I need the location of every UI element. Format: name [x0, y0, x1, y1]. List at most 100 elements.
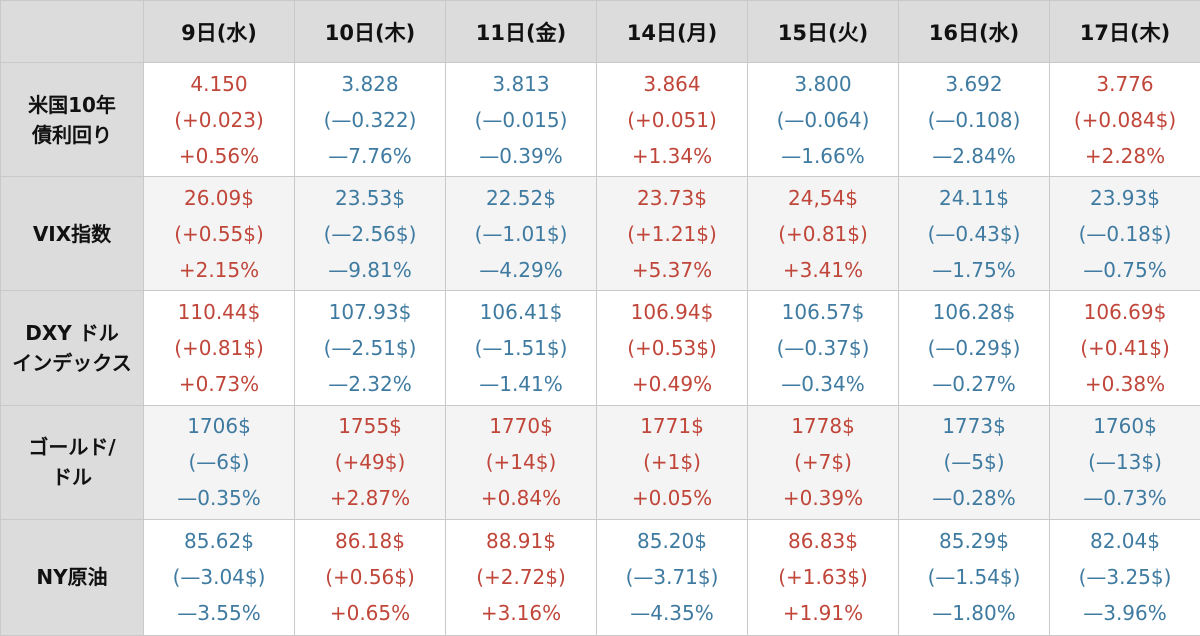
value-cell: 1771$ (+1$) +0.05%	[596, 404, 748, 520]
price-value: 86.83$	[788, 529, 858, 554]
percent-change: +0.65%	[329, 601, 411, 626]
percent-change: +0.38%	[1084, 371, 1166, 396]
price-value: 23.73$	[637, 185, 707, 210]
value-cell: 3.776 (+0.084$) +2.28%	[1049, 61, 1200, 178]
change-value: (+0.55$)	[174, 221, 264, 246]
value-cell: 23.93$ (—0.18$) —0.75%	[1049, 176, 1200, 292]
value-cell: 106.41$ (—1.51$) —1.41%	[445, 290, 597, 406]
value-cell: 1755$ (+49$) +2.87%	[294, 404, 446, 520]
price-value: 85.20$	[637, 529, 707, 554]
value-cell: 86.83$ (+1.63$) +1.91%	[747, 518, 899, 636]
value-cell: 82.04$ (—3.25$) —3.96%	[1049, 518, 1200, 636]
change-value: (+1.21$)	[627, 221, 717, 246]
change-value: (—0.322)	[323, 107, 417, 132]
row-label-line: ドル	[52, 465, 92, 490]
change-value: (—0.37$)	[776, 335, 870, 360]
percent-change: —2.84%	[932, 143, 1016, 168]
table-row: DXY ドル インデックス 110.44$ (+0.81$) +0.73% 107.93$…	[0, 290, 1200, 406]
percent-change: +3.16%	[480, 601, 562, 626]
value-cell: 85.29$ (—1.54$) —1.80%	[898, 518, 1050, 636]
percent-change: —4.29%	[479, 257, 563, 282]
change-value: (—2.56$)	[323, 221, 417, 246]
change-value: (—3.71$)	[625, 565, 719, 590]
change-value: (—0.18$)	[1078, 221, 1172, 246]
percent-change: —0.75%	[1083, 257, 1167, 282]
price-value: 106.69$	[1083, 299, 1167, 324]
percent-change: +0.73%	[178, 371, 260, 396]
change-value: (—0.064)	[776, 107, 870, 132]
price-value: 1706$	[187, 414, 251, 439]
date-header: 10日(木)	[294, 0, 446, 63]
percent-change: +5.37%	[631, 257, 713, 282]
percent-change: —0.34%	[781, 371, 865, 396]
percent-change: +0.05%	[631, 486, 713, 511]
percent-change: —0.28%	[932, 486, 1016, 511]
change-value: (+0.81$)	[778, 221, 868, 246]
price-value: 26.09$	[184, 185, 254, 210]
change-value: (—0.29$)	[927, 335, 1021, 360]
date-header: 11日(金)	[445, 0, 597, 63]
row-label-line: VIX指数	[32, 221, 112, 246]
price-value: 24,54$	[788, 185, 858, 210]
change-value: (—1.01$)	[474, 221, 568, 246]
change-value: (—3.04$)	[172, 565, 266, 590]
price-value: 1760$	[1093, 414, 1157, 439]
change-value: (—1.51$)	[474, 335, 568, 360]
change-value: (+0.084$)	[1073, 107, 1177, 132]
price-value: 3.800	[794, 71, 852, 96]
value-cell: 24.11$ (—0.43$) —1.75%	[898, 176, 1050, 292]
price-value: 4.150	[190, 71, 248, 96]
price-value: 106.28$	[932, 299, 1016, 324]
price-value: 85.62$	[184, 529, 254, 554]
price-value: 85.29$	[939, 529, 1009, 554]
value-cell: 110.44$ (+0.81$) +0.73%	[143, 290, 295, 406]
table-row: 米国10年 債利回り 4.150 (+0.023) +0.56% 3.828 (—0.322…	[0, 61, 1200, 178]
date-header: 17日(木)	[1049, 0, 1200, 63]
value-cell: 24,54$ (+0.81$) +3.41%	[747, 176, 899, 292]
percent-change: —0.35%	[177, 486, 261, 511]
value-cell: 3.692 (—0.108) —2.84%	[898, 61, 1050, 178]
change-value: (+0.41$)	[1080, 335, 1170, 360]
percent-change: —1.41%	[479, 371, 563, 396]
value-cell: 3.800 (—0.064) —1.66%	[747, 61, 899, 178]
price-value: 23.93$	[1090, 185, 1160, 210]
change-value: (+0.53$)	[627, 335, 717, 360]
percent-change: +1.34%	[631, 143, 713, 168]
change-value: (+7$)	[794, 450, 852, 475]
change-value: (—1.54$)	[927, 565, 1021, 590]
price-value: 3.864	[643, 71, 701, 96]
value-cell: 88.91$ (+2.72$) +3.16%	[445, 518, 597, 636]
price-value: 110.44$	[177, 299, 261, 324]
price-value: 1778$	[791, 414, 855, 439]
change-value: (+14$)	[485, 450, 557, 475]
percent-change: +3.41%	[782, 257, 864, 282]
value-cell: 22.52$ (—1.01$) —4.29%	[445, 176, 597, 292]
row-label-line: インデックス	[12, 350, 132, 375]
value-cell: 3.828 (—0.322) —7.76%	[294, 61, 446, 178]
change-value: (—0.015)	[474, 107, 568, 132]
change-value: (—6$)	[188, 450, 250, 475]
price-value: 1755$	[338, 414, 402, 439]
price-value: 106.57$	[781, 299, 865, 324]
price-value: 3.692	[945, 71, 1003, 96]
change-value: (+1$)	[643, 450, 701, 475]
percent-change: +2.87%	[329, 486, 411, 511]
percent-change: +0.49%	[631, 371, 713, 396]
percent-change: —1.66%	[781, 143, 865, 168]
price-value: 107.93$	[328, 299, 412, 324]
change-value: (—13$)	[1088, 450, 1162, 475]
date-header: 15日(火)	[747, 0, 899, 63]
change-value: (+49$)	[334, 450, 406, 475]
row-label-line: NY原油	[36, 565, 108, 590]
value-cell: 106.94$ (+0.53$) +0.49%	[596, 290, 748, 406]
value-cell: 1706$ (—6$) —0.35%	[143, 404, 295, 520]
date-header: 9日(水)	[143, 0, 295, 63]
price-value: 106.41$	[479, 299, 563, 324]
value-cell: 1773$ (—5$) —0.28%	[898, 404, 1050, 520]
value-cell: 23.53$ (—2.56$) —9.81%	[294, 176, 446, 292]
percent-change: —0.27%	[932, 371, 1016, 396]
price-value: 1771$	[640, 414, 704, 439]
percent-change: —1.75%	[932, 257, 1016, 282]
change-value: (+0.81$)	[174, 335, 264, 360]
header-row: 9日(水) 10日(木) 11日(金) 14日(月) 15日(火) 16日(水)…	[0, 0, 1200, 63]
